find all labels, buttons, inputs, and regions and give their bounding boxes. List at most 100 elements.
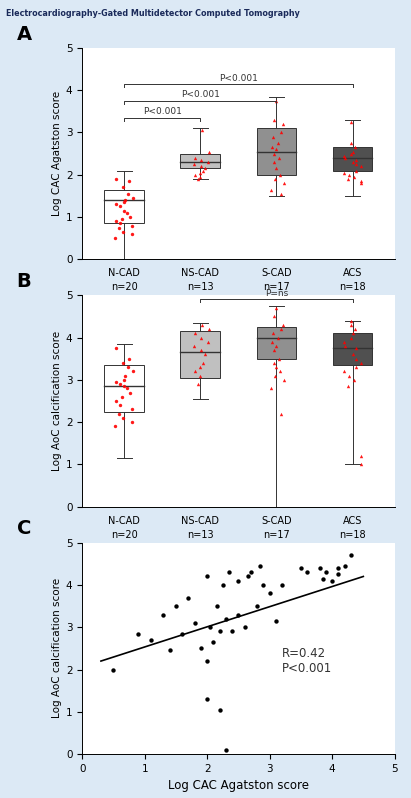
Point (270, 327, 276, 340)
Bar (180, 153, 220, 168)
X-axis label: Log CAC Agatston score: Log CAC Agatston score (168, 780, 309, 792)
Point (204, 654, 210, 667)
Text: P<0.001: P<0.001 (143, 108, 182, 117)
Point (316, 562, 323, 575)
Point (342, 152, 349, 164)
Point (358, 449, 365, 462)
Point (353, 353, 360, 365)
Text: B: B (16, 272, 31, 291)
Text: A: A (16, 25, 32, 44)
Point (216, 625, 223, 638)
Point (205, 156, 211, 168)
Point (125, 188, 132, 200)
Text: Electrocardiography-Gated Multidetector Computed Tomography: Electrocardiography-Gated Multidetector … (6, 10, 300, 18)
Point (166, 644, 173, 657)
Point (122, 369, 128, 382)
Point (117, 377, 123, 390)
Text: C: C (16, 519, 31, 539)
Point (121, 196, 127, 208)
Point (277, 365, 284, 377)
Point (190, 340, 197, 353)
Point (113, 172, 120, 185)
Point (119, 390, 125, 403)
Y-axis label: Log CAC Agatston score: Log CAC Agatston score (52, 91, 62, 216)
Point (179, 627, 185, 640)
Point (117, 399, 124, 412)
Point (113, 198, 120, 211)
Point (129, 192, 136, 204)
Point (121, 373, 127, 386)
Point (195, 377, 201, 390)
Point (281, 373, 287, 386)
Point (124, 207, 131, 219)
Point (223, 744, 229, 757)
Point (126, 211, 133, 223)
Point (353, 342, 360, 354)
Point (120, 357, 126, 369)
Point (340, 149, 347, 162)
Point (358, 357, 364, 369)
Point (129, 365, 136, 377)
Bar (180, 331, 220, 377)
Text: P<0.001: P<0.001 (181, 90, 220, 100)
Point (120, 226, 127, 239)
Point (351, 373, 358, 386)
Text: R=0.42
P<0.001: R=0.42 P<0.001 (282, 647, 332, 675)
Point (279, 117, 286, 130)
Point (117, 200, 123, 213)
Point (267, 184, 274, 196)
Point (192, 365, 198, 377)
Point (257, 559, 263, 572)
Point (319, 572, 326, 585)
Point (120, 412, 127, 425)
Point (350, 145, 356, 158)
Point (341, 166, 348, 179)
Point (126, 353, 132, 365)
Point (192, 327, 199, 340)
Point (272, 369, 278, 382)
Point (113, 376, 120, 389)
Point (210, 636, 217, 649)
Point (192, 152, 199, 164)
Point (275, 331, 281, 344)
Point (344, 172, 351, 185)
Point (192, 617, 198, 630)
Point (160, 608, 167, 621)
Point (267, 382, 274, 395)
Y-axis label: Log AoC calcification score: Log AoC calcification score (52, 331, 62, 471)
Point (272, 340, 279, 353)
Point (335, 562, 342, 575)
Point (112, 231, 119, 244)
Bar (333, 334, 372, 365)
Point (247, 566, 254, 579)
Point (196, 361, 203, 373)
Point (278, 322, 285, 335)
Point (185, 591, 192, 604)
Point (348, 314, 355, 327)
Point (207, 621, 214, 634)
Bar (104, 190, 144, 223)
Point (197, 171, 203, 184)
Point (346, 168, 353, 181)
Point (271, 156, 277, 168)
Point (270, 147, 277, 160)
Point (126, 386, 133, 399)
Point (348, 147, 354, 160)
Point (351, 171, 358, 184)
Point (272, 143, 279, 156)
Point (329, 575, 335, 587)
Point (235, 608, 242, 621)
Point (119, 213, 125, 226)
Point (276, 353, 283, 365)
Point (200, 357, 207, 369)
Point (341, 365, 348, 377)
Point (273, 94, 279, 107)
Y-axis label: Log AoC calcification score: Log AoC calcification score (52, 579, 62, 718)
Point (348, 549, 354, 562)
Point (358, 175, 365, 188)
Point (205, 322, 212, 335)
Point (358, 458, 364, 471)
Point (197, 160, 204, 172)
Point (273, 302, 279, 314)
Point (298, 562, 304, 575)
